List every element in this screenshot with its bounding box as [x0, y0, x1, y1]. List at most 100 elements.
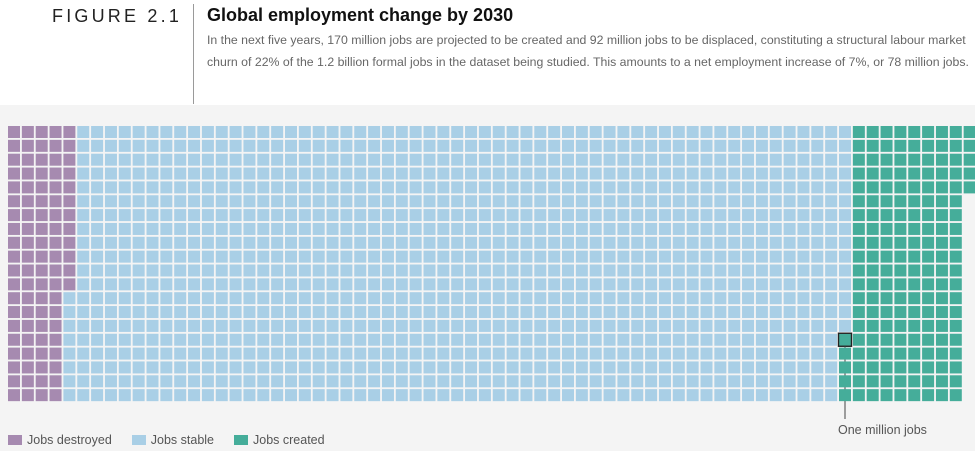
waffle-cell-jobs-stable: [174, 333, 187, 346]
waffle-cell-jobs-stable: [437, 361, 450, 374]
waffle-cell-jobs-stable: [534, 236, 547, 249]
waffle-cell-jobs-stable: [686, 347, 699, 360]
waffle-cell-jobs-stable: [700, 361, 713, 374]
waffle-cell-jobs-stable: [118, 389, 131, 402]
waffle-cell-jobs-stable: [548, 264, 561, 277]
waffle-cell-jobs-stable: [146, 139, 159, 152]
waffle-cell-jobs-stable: [520, 361, 533, 374]
waffle-cell-jobs-stable: [409, 264, 422, 277]
waffle-cell-jobs-stable: [91, 222, 104, 235]
waffle-cell-jobs-stable: [368, 333, 381, 346]
legend-label: Jobs created: [253, 433, 325, 447]
waffle-cell-jobs-destroyed: [8, 264, 20, 277]
waffle-cell-jobs-stable: [534, 389, 547, 402]
waffle-cell-jobs-stable: [437, 292, 450, 305]
waffle-cell-jobs-stable: [243, 209, 256, 222]
waffle-cell-jobs-stable: [575, 126, 588, 138]
waffle-cell-jobs-stable: [118, 264, 131, 277]
waffle-cell-jobs-stable: [603, 264, 616, 277]
waffle-cell-jobs-stable: [215, 153, 228, 166]
waffle-cell-jobs-stable: [77, 181, 90, 194]
waffle-cell-jobs-stable: [534, 375, 547, 388]
waffle-cell-jobs-stable: [714, 222, 727, 235]
waffle-cell-jobs-stable: [658, 389, 671, 402]
waffle-cell-jobs-stable: [326, 333, 339, 346]
waffle-cell-jobs-stable: [672, 264, 685, 277]
waffle-cell-jobs-stable: [603, 306, 616, 319]
waffle-cell-jobs-stable: [132, 278, 145, 291]
waffle-cell-jobs-stable: [451, 264, 464, 277]
waffle-cell-jobs-created: [866, 319, 879, 332]
waffle-cell-jobs-stable: [672, 375, 685, 388]
waffle-cell-jobs-stable: [326, 181, 339, 194]
waffle-cell-jobs-stable: [257, 153, 270, 166]
waffle-cell-jobs-stable: [811, 278, 824, 291]
waffle-cell-jobs-stable: [506, 319, 519, 332]
header-divider: [193, 4, 194, 104]
waffle-cell-jobs-stable: [839, 306, 851, 319]
waffle-cell-jobs-stable: [672, 319, 685, 332]
waffle-cell-jobs-stable: [492, 126, 505, 138]
waffle-cell-jobs-stable: [478, 306, 491, 319]
waffle-cell-jobs-destroyed: [21, 361, 34, 374]
waffle-cell-jobs-stable: [797, 250, 810, 263]
waffle-cell-jobs-created: [922, 153, 935, 166]
waffle-cell-jobs-created: [880, 361, 893, 374]
waffle-cell-jobs-stable: [229, 333, 242, 346]
waffle-cell-jobs-stable: [160, 361, 173, 374]
waffle-cell-jobs-created: [894, 153, 907, 166]
waffle-cell-jobs-stable: [548, 236, 561, 249]
waffle-cell-jobs-created: [908, 361, 921, 374]
waffle-cell-jobs-stable: [229, 375, 242, 388]
waffle-cell-jobs-stable: [465, 236, 478, 249]
waffle-cell-jobs-stable: [811, 375, 824, 388]
waffle-cell-jobs-destroyed: [8, 195, 20, 208]
waffle-cell-jobs-created: [922, 264, 935, 277]
waffle-cell-jobs-stable: [146, 361, 159, 374]
waffle-cell-jobs-created: [908, 209, 921, 222]
waffle-cell-jobs-stable: [714, 264, 727, 277]
waffle-cell-jobs-stable: [478, 347, 491, 360]
waffle-cell-jobs-stable: [658, 306, 671, 319]
waffle-cell-jobs-stable: [77, 264, 90, 277]
waffle-cell-jobs-stable: [811, 195, 824, 208]
waffle-cell-jobs-stable: [478, 195, 491, 208]
waffle-cell-jobs-stable: [562, 126, 574, 138]
waffle-cell-jobs-stable: [395, 375, 408, 388]
waffle-cell-jobs-stable: [631, 319, 644, 332]
waffle-cell-jobs-stable: [201, 292, 214, 305]
waffle-cell-jobs-destroyed: [21, 278, 34, 291]
waffle-cell-jobs-stable: [63, 361, 76, 374]
waffle-cell-jobs-stable: [686, 333, 699, 346]
waffle-cell-jobs-stable: [146, 167, 159, 180]
waffle-cell-jobs-stable: [465, 333, 478, 346]
waffle-cell-jobs-destroyed: [8, 139, 20, 152]
waffle-cell-jobs-stable: [132, 209, 145, 222]
waffle-cell-jobs-stable: [437, 126, 450, 138]
waffle-cell-jobs-stable: [188, 250, 201, 263]
waffle-cell-jobs-stable: [354, 278, 367, 291]
waffle-cell-jobs-stable: [201, 264, 214, 277]
waffle-cell-jobs-created: [839, 347, 851, 360]
waffle-cell-jobs-created: [852, 333, 865, 346]
waffle-cell-jobs-stable: [700, 167, 713, 180]
waffle-cell-jobs-stable: [215, 306, 228, 319]
waffle-cell-jobs-stable: [589, 181, 602, 194]
waffle-cell-jobs-stable: [451, 167, 464, 180]
waffle-cell-jobs-stable: [132, 375, 145, 388]
waffle-cell-jobs-created: [866, 278, 879, 291]
waffle-cell-jobs-stable: [215, 361, 228, 374]
waffle-cell-jobs-stable: [215, 389, 228, 402]
waffle-cell-jobs-stable: [672, 250, 685, 263]
waffle-cell-jobs-stable: [243, 126, 256, 138]
waffle-cell-jobs-stable: [742, 222, 755, 235]
waffle-cell-jobs-stable: [575, 236, 588, 249]
waffle-cell-jobs-stable: [104, 278, 117, 291]
waffle-cell-jobs-stable: [368, 139, 381, 152]
waffle-cell-jobs-stable: [340, 139, 353, 152]
waffle-cell-jobs-stable: [104, 126, 117, 138]
waffle-cell-jobs-stable: [188, 236, 201, 249]
waffle-cell-jobs-stable: [201, 222, 214, 235]
waffle-cell-jobs-stable: [797, 167, 810, 180]
waffle-cell-jobs-destroyed: [8, 319, 20, 332]
